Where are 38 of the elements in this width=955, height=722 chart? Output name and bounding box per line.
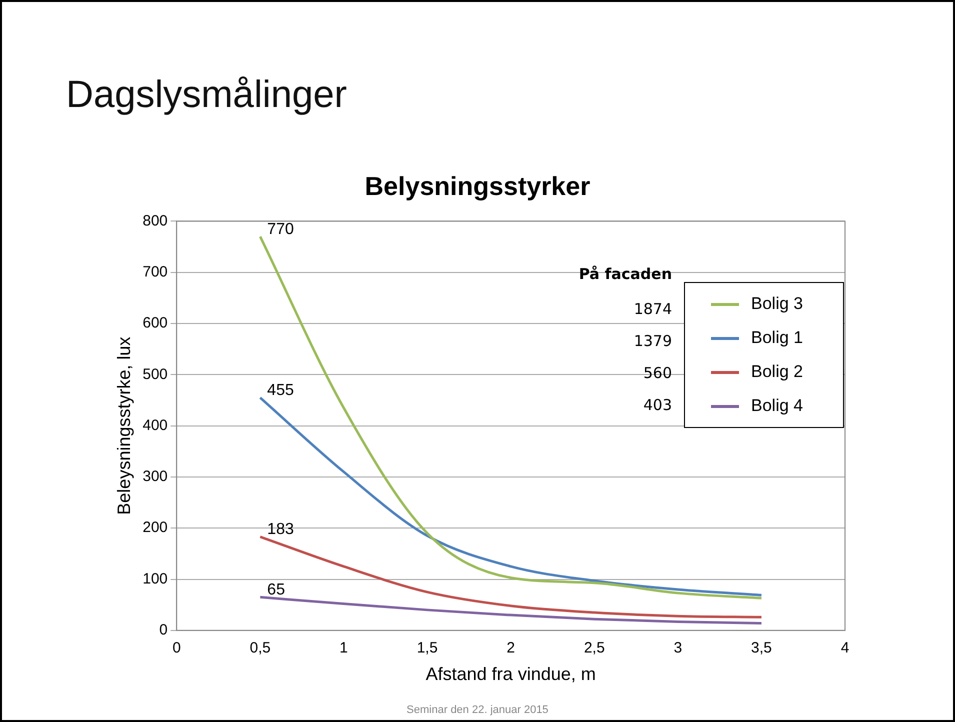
y-tick-label: 700 <box>142 263 168 280</box>
data-label: 455 <box>267 382 294 400</box>
y-tick-label: 300 <box>142 468 168 486</box>
data-label: 770 <box>267 220 294 238</box>
y-tick-label: 800 <box>142 212 168 230</box>
x-tick-label: 2,5 <box>584 640 605 657</box>
annotation: På facaden <box>578 265 672 283</box>
x-tick-label: 3 <box>674 640 682 657</box>
text: Seminar den 22. januar 2015 <box>406 704 550 716</box>
y-tick-label: 500 <box>142 366 168 383</box>
annotation: 403 <box>643 396 672 414</box>
x-tick-label: 1 <box>340 640 348 657</box>
line-series <box>258 536 763 618</box>
data-label: 183 <box>267 521 294 538</box>
legend-label: Bolig 4 <box>751 396 803 416</box>
x-tick-label: 0 <box>172 640 181 657</box>
x-axis-title: Afstand fra vindue, m <box>426 664 596 684</box>
annotation: 1874 <box>634 300 672 318</box>
x-tick-label: 3,5 <box>751 640 772 657</box>
x-tick-label: 2 <box>506 640 515 657</box>
x-tick-label: 1,5 <box>416 640 438 657</box>
annotation: 560 <box>643 364 672 382</box>
y-tick-label: 400 <box>142 416 168 434</box>
y-tick-label: 200 <box>142 519 168 536</box>
x-tick-label: 4 <box>840 640 850 657</box>
annotation: 1379 <box>634 332 672 350</box>
legend-label: Bolig 2 <box>751 362 803 382</box>
data-label: 65 <box>267 582 286 599</box>
y-tick-label: 100 <box>142 570 168 588</box>
y-tick-label: 600 <box>142 314 168 332</box>
line-series <box>258 596 763 624</box>
x-tick-label: 0,5 <box>250 640 271 657</box>
chart-subtitle: Belysningsstyrker <box>364 170 590 201</box>
chart-title: Dagslysmålinger <box>66 74 347 117</box>
y-axis-title: Beleysningsstyrke, lux <box>114 336 134 515</box>
y-tick-label: 0 <box>159 622 168 639</box>
legend-label: Bolig 3 <box>751 294 803 314</box>
legend-label: Bolig 1 <box>751 328 803 348</box>
